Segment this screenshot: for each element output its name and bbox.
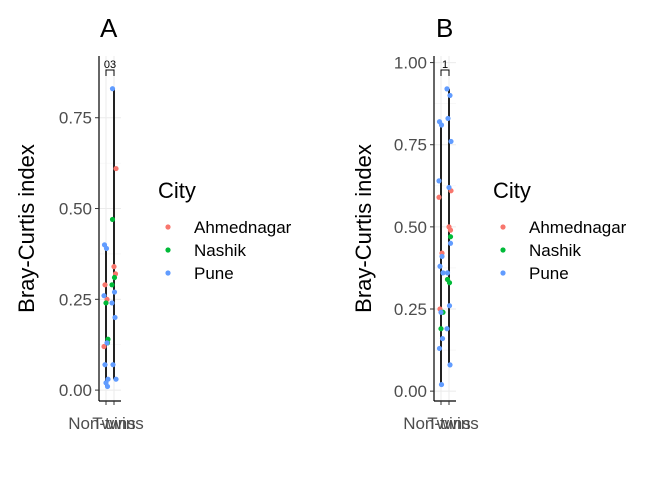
y-tick-label: 1.00 (394, 54, 427, 73)
data-point-nashik (447, 234, 454, 240)
y-tick-label: 0.50 (59, 200, 92, 219)
data-point-pune (112, 314, 118, 321)
legend-key-pune (165, 270, 171, 276)
legend-title: City (158, 178, 196, 203)
y-axis-title: Bray-Curtis index (14, 144, 39, 313)
y-tick-label: 0.00 (394, 382, 427, 401)
data-point-pune (436, 178, 442, 184)
data-point-pune (436, 345, 443, 352)
data-point-pune (445, 115, 451, 122)
legend-label: Nashik (529, 241, 581, 260)
y-tick-label: 0.50 (394, 218, 427, 237)
data-point-pune (437, 263, 443, 269)
data-point-ahmednagar (111, 264, 117, 270)
data-point-pune (439, 335, 446, 342)
x-tick-label: Non-twins (68, 414, 144, 433)
legend-key-pune (500, 270, 506, 276)
significance-label: 1 (442, 59, 448, 71)
x-tick-label: Twins (92, 414, 135, 433)
y-tick-label: 0.25 (394, 300, 427, 319)
x-tick-label: Twins (427, 414, 470, 433)
data-point-pune (102, 362, 108, 368)
legend: City Ahmednagar Nashik Pune (158, 178, 292, 283)
significance-bracket (105, 69, 115, 76)
data-point-pune (439, 253, 445, 260)
data-point-ahmednagar (113, 165, 119, 172)
significance-label: 03 (104, 59, 116, 71)
legend-title: City (493, 178, 531, 203)
legend-label: Pune (529, 264, 569, 283)
data-point-pune (438, 381, 445, 388)
data-point-nashik (109, 216, 116, 223)
legend-key-nashik (500, 247, 506, 253)
data-point-pune (113, 376, 119, 382)
legend-label: Ahmednagar (194, 218, 292, 237)
data-point-pune (447, 362, 453, 368)
data-point-ahmednagar (447, 227, 454, 233)
data-point-pune (109, 300, 115, 306)
data-point-pune (104, 340, 110, 346)
data-point-pune (448, 138, 454, 145)
data-point-pune (438, 309, 444, 315)
plot-area (99, 56, 121, 401)
x-tick-label: Non-twins (403, 414, 479, 433)
data-point-pune (111, 289, 118, 295)
legend-key-ahmednagar (165, 224, 171, 230)
data-point-pune (440, 270, 446, 276)
data-point-ahmednagar (436, 194, 442, 200)
data-point-pune (446, 184, 452, 191)
data-point-nashik (103, 300, 109, 306)
data-point-pune (104, 383, 111, 390)
data-point-pune (444, 326, 450, 332)
y-axis-title: Bray-Curtis index (351, 144, 376, 313)
legend-label: Pune (194, 264, 234, 283)
data-point-pune (447, 240, 454, 246)
y-tick-label: 0.75 (59, 109, 92, 128)
data-point-ahmednagar (102, 282, 108, 288)
data-point-nashik (111, 274, 118, 281)
panel-tag: A (100, 13, 118, 43)
legend-label: Nashik (194, 241, 246, 260)
data-point-pune (444, 270, 451, 276)
data-point-pune (110, 362, 116, 368)
data-point-pune (447, 92, 453, 99)
panel-tag: B (436, 13, 453, 43)
data-point-pune (438, 122, 445, 128)
data-point-ahmednagar (101, 343, 107, 350)
y-tick-label: 0.75 (394, 136, 427, 155)
data-point-pune (101, 293, 107, 299)
legend-key-nashik (165, 247, 171, 253)
legend-key-ahmednagar (500, 224, 506, 230)
data-point-nashik (438, 326, 444, 332)
significance-bracket (440, 69, 450, 76)
y-tick-label: 0.00 (59, 381, 92, 400)
y-tick-label: 0.25 (59, 290, 92, 309)
legend-label: Ahmednagar (529, 218, 627, 237)
data-point-nashik (446, 280, 453, 286)
data-point-pune (103, 245, 110, 252)
data-point-pune (446, 303, 453, 309)
data-point-nashik (109, 282, 115, 288)
legend: City Ahmednagar Nashik Pune (493, 178, 627, 283)
data-point-pune (444, 86, 450, 92)
data-point-pune (109, 86, 116, 92)
